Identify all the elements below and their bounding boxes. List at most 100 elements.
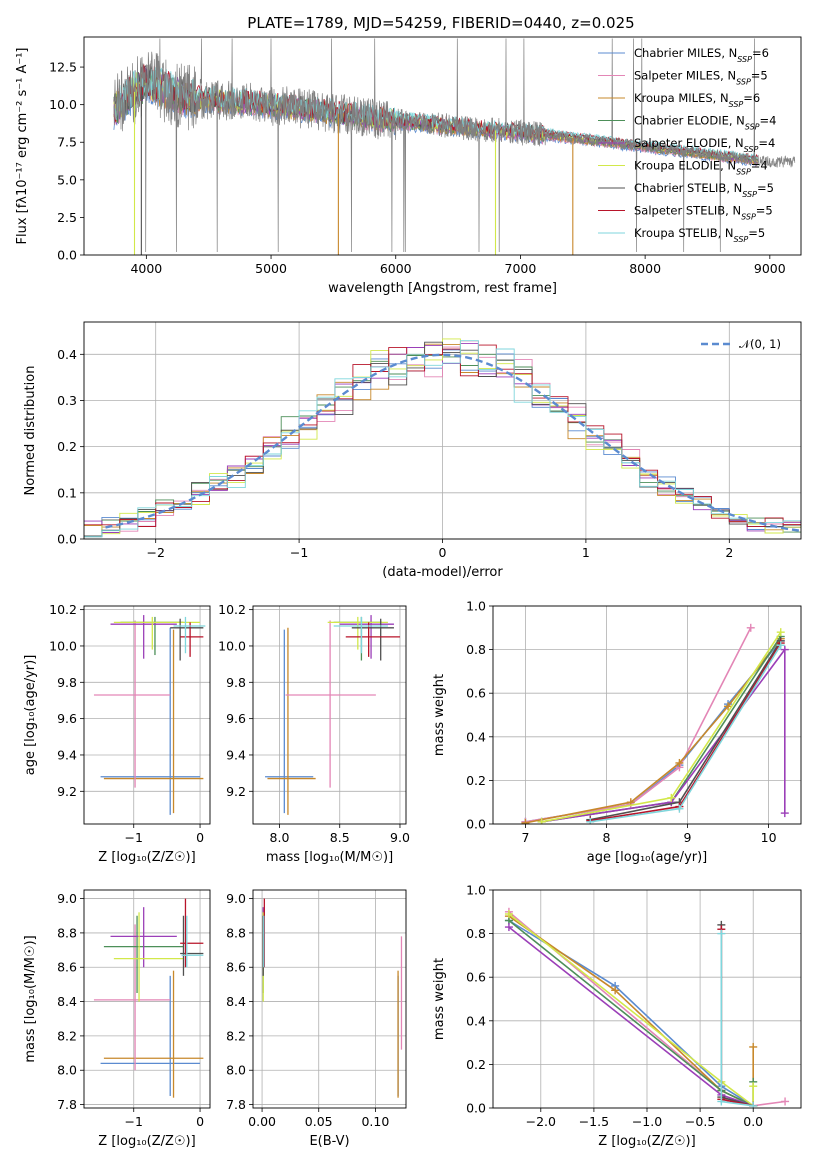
y-tick-label: 7.5 xyxy=(57,135,77,150)
y-tick-label: 9.4 xyxy=(226,747,246,762)
y-tick-label: 9.6 xyxy=(226,711,246,726)
y-tick-label: 0.8 xyxy=(466,642,486,657)
plot-area-spectrum xyxy=(113,38,796,255)
panel-residuals: −2 −1 0 1 2 0.0 0.1 0.2 0.3 0.4 (data-model)/error… xyxy=(23,321,802,580)
y-tick-label: 0.8 xyxy=(466,926,486,941)
errorbar-point xyxy=(103,629,204,814)
observed-spectrum-line xyxy=(113,38,796,253)
grid-mass_vs_Z xyxy=(84,890,210,1108)
axes-residuals: −2 −1 0 1 2 0.0 0.1 0.2 0.3 0.4 (data-model)/error… xyxy=(23,321,802,580)
x-tick-label: 0 xyxy=(196,830,204,845)
x-tick-label: 0.10 xyxy=(361,1114,389,1129)
x-axis-label: mass [log₁₀(M/M☉)] xyxy=(266,850,393,865)
panel-spectrum: 4000 5000 6000 7000 8000 9000 0.0 2.5 5.0 7.5 10.0… xyxy=(15,36,802,296)
y-tick-label: 5.0 xyxy=(57,172,77,187)
plot-area-mass_vs_ebv xyxy=(262,898,403,1098)
axes-mass_vs_ebv: 0.00 0.05 0.10 7.8 8.0 8.2 8.4 8.6 8.8 9.0 E(B-V) xyxy=(226,889,407,1149)
y-axis-label: mass [log₁₀(M/M☉)] xyxy=(23,935,38,1062)
legend-item: Salpeter MILES, NSSP=5 xyxy=(598,69,768,87)
x-tick-label: −1 xyxy=(125,830,143,845)
weight-marker xyxy=(521,818,530,824)
y-tick-label: 0.6 xyxy=(466,686,486,701)
plot-area-weight_vs_Z xyxy=(504,907,790,1108)
legend-item: Chabrier ELODIE, NSSP=4 xyxy=(598,114,776,131)
errorbar-point xyxy=(110,907,177,968)
panel-weight_vs_Z: −2.0 −1.5 −1.0 −0.5 0.0 0.0 0.2 0.4 0.6 0.8 1.0 Z [… xyxy=(432,883,802,1149)
x-axis-label: Z [log₁₀(Z/Z☉)] xyxy=(98,1134,195,1149)
weight-marker xyxy=(717,1097,726,1106)
y-tick-label: 0.4 xyxy=(57,347,77,362)
legend-item: Kroupa STELIB, NSSP=5 xyxy=(598,226,765,244)
y-axis-label: age [log₁₀(age/yr)] xyxy=(23,655,38,776)
y-tick-label: 0.6 xyxy=(466,970,486,985)
weight-marker xyxy=(586,817,595,824)
legend-label: Salpeter ELODIE, NSSP=4 xyxy=(634,136,775,154)
y-tick-label: 10.0 xyxy=(49,97,77,112)
y-tick-label: 7.8 xyxy=(57,1097,77,1112)
y-tick-label: 1.0 xyxy=(466,883,486,898)
plot-area-age_vs_mass xyxy=(265,615,400,815)
y-tick-label: 10.0 xyxy=(218,638,246,653)
x-tick-label: 8000 xyxy=(629,261,661,276)
x-tick-label: 0.0 xyxy=(743,1114,763,1129)
x-tick-label: 8.5 xyxy=(330,830,350,845)
axes-frame xyxy=(83,321,802,540)
errorbar-point xyxy=(180,915,204,976)
legend-label: Kroupa MILES, NSSP=6 xyxy=(634,91,760,109)
errorbar-point xyxy=(327,616,388,650)
weight-marker xyxy=(749,1042,758,1051)
residual-histogram-step xyxy=(84,340,801,538)
errorbar-point xyxy=(100,975,201,1096)
axes-age_vs_Z: −1 0 9.2 9.4 9.6 9.8 10.0 10.2 Z [log₁₀(Z/Z☉)] ag… xyxy=(23,602,211,865)
x-axis-label: Z [log₁₀(Z/Z☉)] xyxy=(98,850,195,865)
y-tick-label: 12.5 xyxy=(49,60,77,75)
x-tick-label: 9.0 xyxy=(390,830,410,845)
axes-frame xyxy=(492,605,802,825)
y-tick-label: 9.0 xyxy=(57,891,77,906)
y-tick-label: 8.6 xyxy=(57,960,77,975)
errorbar-point xyxy=(181,915,204,968)
weight-marker xyxy=(746,623,755,632)
y-axis-label: Flux [fλ10⁻¹⁷ erg cm⁻² s⁻¹ A⁻¹] xyxy=(15,48,30,245)
y-tick-label: 0.0 xyxy=(57,532,77,547)
legend: Chabrier MILES, NSSP=6 Salpeter MILES, NS… xyxy=(598,46,776,244)
x-tick-label: −2.0 xyxy=(526,1114,556,1129)
y-axis-label: Normed distribution xyxy=(23,366,38,496)
y-tick-label: 9.6 xyxy=(57,711,77,726)
legend-item: Salpeter ELODIE, NSSP=4 xyxy=(598,136,775,154)
legend-label: Chabrier MILES, NSSP=6 xyxy=(634,46,769,64)
y-tick-label: 9.8 xyxy=(57,675,77,690)
errorbar-point xyxy=(285,620,376,788)
y-tick-label: 8.0 xyxy=(226,1063,246,1078)
legend-label: Kroupa STELIB, NSSP=5 xyxy=(634,226,765,244)
x-tick-label: −1 xyxy=(125,1114,143,1129)
plot-area-weight_vs_age xyxy=(521,623,789,824)
x-tick-label: 8.0 xyxy=(270,830,290,845)
x-tick-label: −1.5 xyxy=(579,1114,609,1129)
y-tick-label: 9.4 xyxy=(57,747,77,762)
legend-label: Salpeter MILES, NSSP=5 xyxy=(634,69,768,87)
y-tick-label: 8.8 xyxy=(226,925,246,940)
weight-marker xyxy=(749,1101,758,1108)
y-tick-label: 0.2 xyxy=(466,773,486,788)
residual-histogram-step xyxy=(84,338,801,535)
legend-item: Chabrier STELIB, NSSP=5 xyxy=(598,181,774,199)
y-tick-label: 0.1 xyxy=(57,485,77,500)
x-tick-label: 9000 xyxy=(754,261,786,276)
y-tick-label: 8.8 xyxy=(57,925,77,940)
errorbar-point xyxy=(265,629,314,814)
normal-reference-curve xyxy=(105,353,800,532)
axes-weight_vs_age: 7 8 9 10 0.0 0.2 0.4 0.6 0.8 1.0 age [log₁₀(age/yr… xyxy=(432,599,802,865)
y-tick-label: 8.6 xyxy=(226,960,246,975)
errorbar-point xyxy=(103,970,204,1098)
x-tick-label: −2 xyxy=(146,545,164,560)
y-tick-label: 0.0 xyxy=(57,248,77,263)
reference-legend-label: 𝒩(0, 1) xyxy=(739,337,781,351)
legend-label: Kroupa ELODIE, NSSP=4 xyxy=(634,159,768,177)
x-tick-label: 0 xyxy=(196,1114,204,1129)
y-tick-label: 10.0 xyxy=(49,638,77,653)
panel-weight_vs_age: 7 8 9 10 0.0 0.2 0.4 0.6 0.8 1.0 age [log₁₀(age/yr… xyxy=(432,599,802,865)
errorbar-point xyxy=(93,924,171,1071)
errorbar-point xyxy=(113,912,184,1002)
x-tick-label: 5000 xyxy=(255,261,287,276)
